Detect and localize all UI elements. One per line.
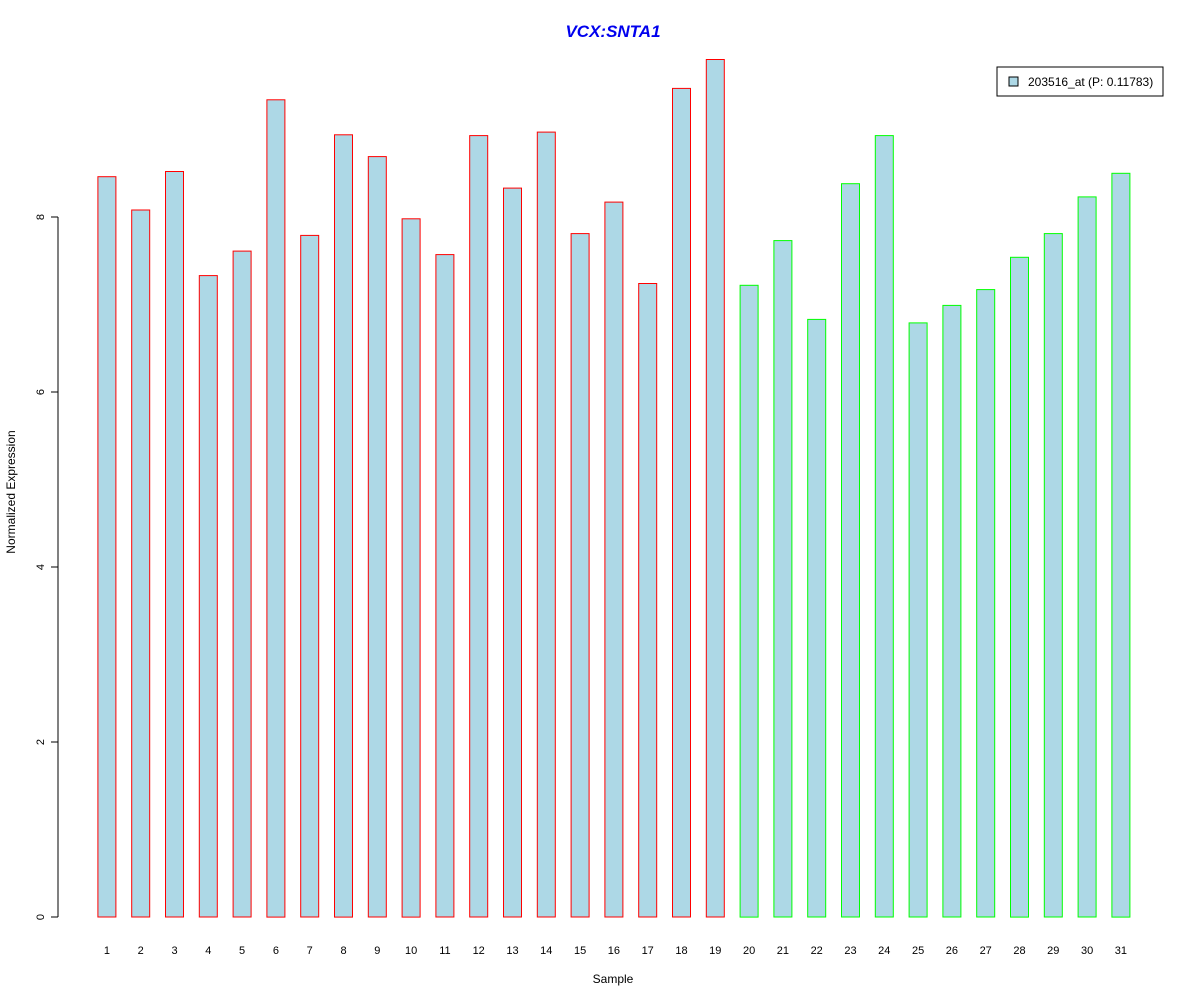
legend: 203516_at (P: 0.11783)	[996, 66, 1164, 97]
x-tick-label: 23	[844, 945, 856, 957]
x-tick-label: 31	[1115, 945, 1127, 957]
y-tick-label: 4	[35, 564, 47, 570]
bars-group	[97, 59, 1131, 918]
bar-sample-28	[1010, 256, 1029, 918]
x-tick-label: 11	[439, 945, 450, 957]
bar-sample-6	[266, 99, 286, 918]
y-tick-label: 0	[35, 914, 47, 920]
x-tick-label: 4	[205, 945, 211, 957]
bar-sample-10	[401, 218, 421, 918]
x-tick-labels: 1 2 3 4 5 6 7 8 9 10 11 12 13 14 15 16 17 18 19 20 21 22 23 24 2…	[104, 945, 1127, 957]
x-tick-label: 3	[171, 945, 177, 957]
x-tick-label: 6	[273, 945, 279, 957]
bar-sample-12	[469, 135, 489, 918]
chart-title: VCX:SNTA1	[565, 22, 660, 41]
x-tick-label: 9	[374, 945, 380, 957]
bar-sample-26	[942, 304, 962, 918]
x-tick-label: 14	[540, 945, 552, 957]
x-tick-label: 24	[878, 945, 890, 957]
legend-swatch	[1008, 76, 1019, 87]
x-tick-label: 19	[709, 945, 721, 957]
x-axis-label: Sample	[593, 972, 634, 986]
bar-sample-16	[604, 201, 624, 918]
y-axis: 0 2 4 6 8	[35, 214, 59, 920]
bar-sample-2	[131, 209, 151, 918]
y-tick-label: 2	[35, 739, 47, 745]
legend-label: 203516_at (P: 0.11783)	[1028, 75, 1153, 89]
bar-sample-21	[773, 240, 793, 918]
bar-sample-15	[570, 233, 590, 918]
y-tick-label: 6	[35, 389, 47, 395]
x-tick-label: 10	[405, 945, 417, 957]
bar-sample-8	[334, 134, 353, 918]
bar-sample-31	[1111, 172, 1131, 918]
bar-sample-20	[739, 284, 759, 918]
bar-sample-13	[503, 187, 522, 918]
bar-sample-7	[300, 234, 320, 918]
x-tick-label: 8	[340, 945, 346, 957]
bar-sample-14	[536, 131, 556, 918]
bar-sample-29	[1043, 233, 1063, 918]
bar-sample-1	[97, 176, 117, 918]
x-tick-label: 5	[239, 945, 245, 957]
bar-sample-22	[807, 318, 827, 918]
x-tick-label: 26	[946, 945, 958, 957]
x-tick-label: 1	[104, 945, 110, 957]
x-tick-label: 12	[473, 945, 485, 957]
bar-sample-27	[976, 289, 996, 918]
bar-sample-24	[874, 135, 894, 918]
x-tick-label: 18	[675, 945, 687, 957]
bar-sample-3	[165, 171, 184, 918]
x-tick-label: 2	[138, 945, 144, 957]
y-axis-label: Normalized Expression	[4, 430, 18, 553]
x-tick-label: 20	[743, 945, 755, 957]
x-tick-label: 13	[506, 945, 518, 957]
bar-sample-4	[198, 275, 218, 918]
x-tick-label: 29	[1047, 945, 1059, 957]
legend-box	[996, 66, 1164, 97]
bar-sample-25	[908, 322, 928, 918]
bar-sample-9	[367, 156, 387, 918]
bar-sample-30	[1077, 196, 1097, 918]
x-tick-label: 7	[307, 945, 313, 957]
bar-sample-19	[705, 59, 725, 918]
x-tick-label: 15	[574, 945, 586, 957]
x-tick-label: 25	[912, 945, 924, 957]
x-tick-label: 22	[811, 945, 823, 957]
bar-sample-5	[232, 250, 252, 918]
bar-sample-18	[672, 87, 691, 918]
x-tick-label: 21	[777, 945, 789, 957]
bar-sample-11	[435, 254, 455, 918]
x-tick-label: 16	[608, 945, 620, 957]
x-tick-label: 30	[1081, 945, 1093, 957]
bar-sample-23	[841, 183, 860, 918]
x-tick-label: 27	[980, 945, 992, 957]
bar-sample-17	[638, 283, 658, 918]
x-tick-label: 17	[642, 945, 654, 957]
y-tick-label: 8	[35, 214, 47, 220]
x-tick-label: 28	[1013, 945, 1025, 957]
